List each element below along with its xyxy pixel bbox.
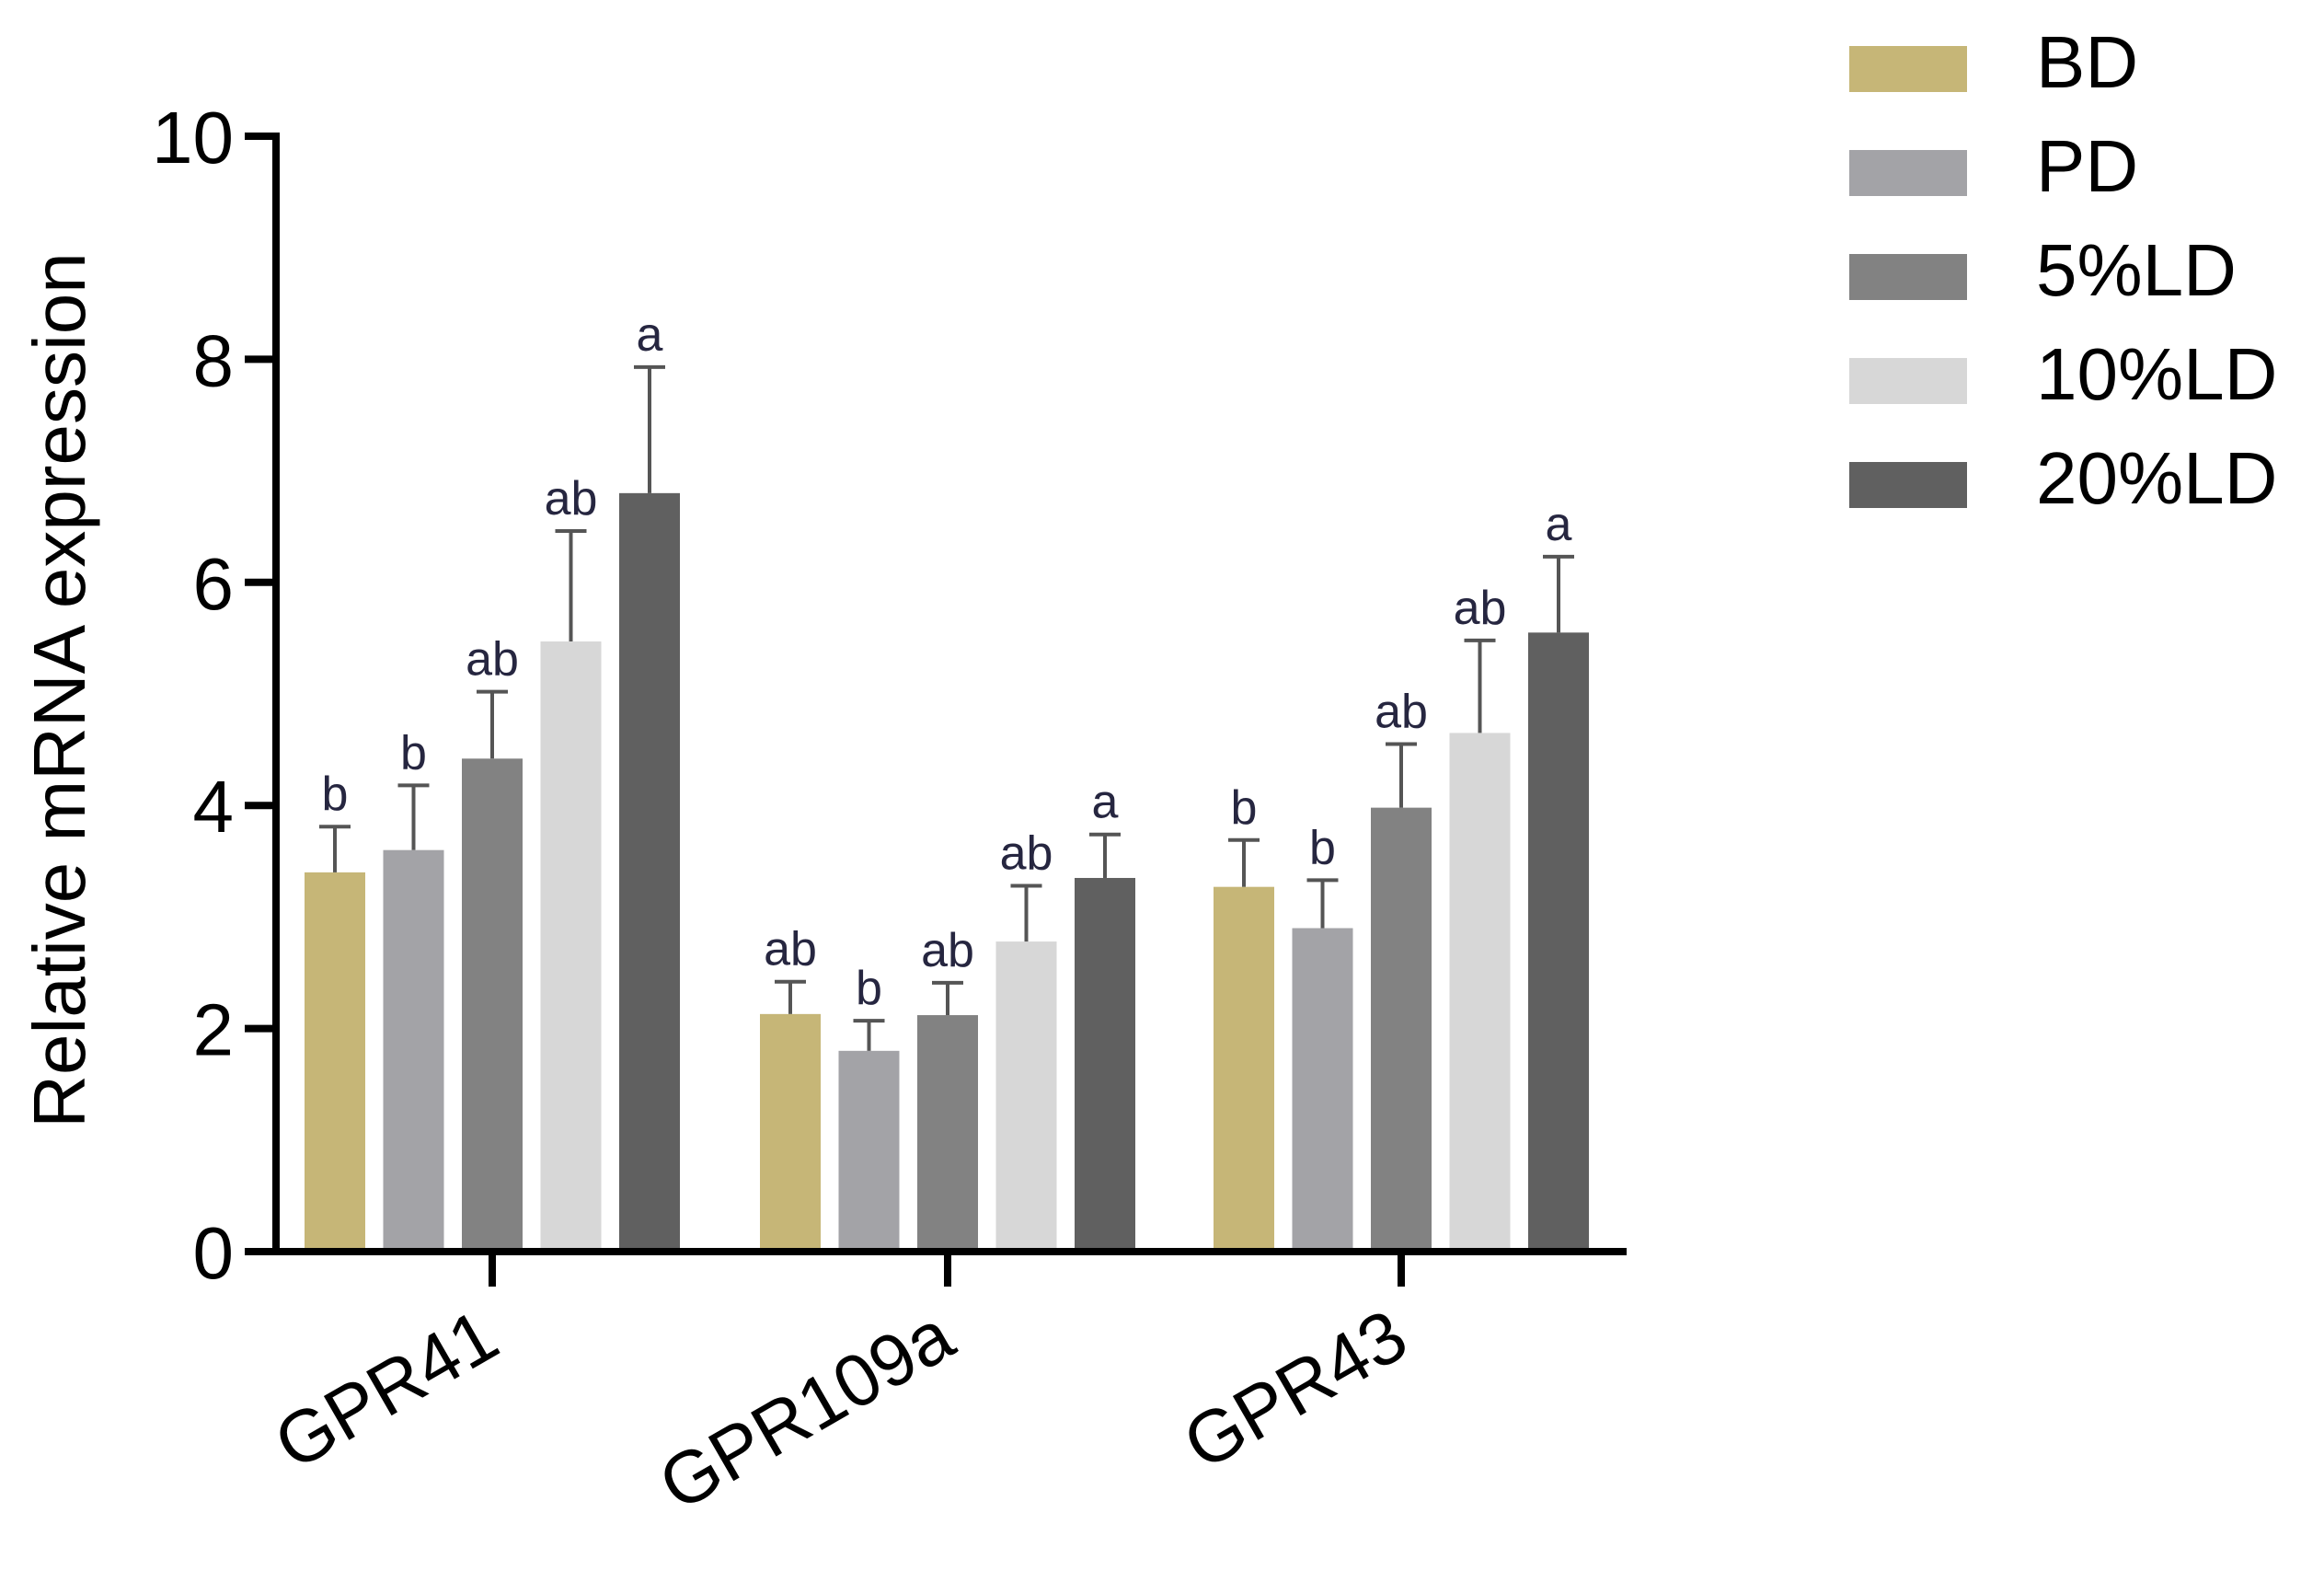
significance-letter: a <box>637 308 663 362</box>
error-bar-10%LD-GPR43 <box>1464 638 1496 733</box>
error-bar-20%LD-GPR41 <box>634 364 665 493</box>
significance-letter: ab <box>1454 582 1507 635</box>
bar-10%LD-GPR109a <box>995 941 1057 1252</box>
y-axis-label: Relative mRNA expression <box>18 252 100 1127</box>
legend-label: 20%LD <box>2036 437 2277 519</box>
y-tick-label: 2 <box>193 989 235 1071</box>
legend-label: 5%LD <box>2036 229 2237 311</box>
error-bar-BD-GPR109a <box>775 979 806 1014</box>
significance-letter: ab <box>466 633 519 687</box>
legend-label: BD <box>2036 21 2138 103</box>
significance-letter: b <box>1231 781 1258 835</box>
legend-swatch <box>1849 358 1967 404</box>
bar-10%LD-GPR43 <box>1449 733 1511 1252</box>
significance-letter: ab <box>764 923 817 976</box>
error-bar-5%LD-GPR41 <box>477 689 508 759</box>
legend-swatch <box>1849 254 1967 300</box>
bar-BD-GPR41 <box>305 872 365 1252</box>
legend-swatch <box>1849 46 1967 92</box>
error-bar-BD-GPR41 <box>319 825 351 872</box>
significance-letter: ab <box>545 472 598 525</box>
legend-label: 10%LD <box>2036 333 2277 415</box>
legend-item-PD: PD <box>1849 125 2138 207</box>
y-tick-label: 8 <box>193 319 235 401</box>
bar-BD-GPR43 <box>1214 886 1274 1252</box>
y-tick-label: 6 <box>193 543 235 625</box>
significance-letter: a <box>1092 776 1119 829</box>
significance-letter: ab <box>1375 686 1428 739</box>
legend-item-10%LD: 10%LD <box>1849 333 2277 415</box>
legend-swatch <box>1849 150 1967 196</box>
error-bar-20%LD-GPR109a <box>1089 832 1121 878</box>
error-bar-PD-GPR43 <box>1306 878 1339 929</box>
significance-letter: a <box>1546 498 1572 551</box>
bars-layer <box>305 492 1589 1252</box>
significance-letter: ab <box>921 924 974 977</box>
legend-swatch <box>1849 462 1967 508</box>
y-tick-label: 4 <box>193 766 235 848</box>
significance-letter: b <box>400 726 427 779</box>
bar-PD-GPR109a <box>838 1050 900 1252</box>
error-bar-PD-GPR41 <box>397 783 430 850</box>
bar-5%LD-GPR109a <box>917 1015 978 1252</box>
error-bar-5%LD-GPR43 <box>1386 742 1417 808</box>
bar-20%LD-GPR41 <box>619 492 680 1252</box>
x-tick-label: GPR41 <box>261 1294 512 1485</box>
error-bar-BD-GPR43 <box>1228 837 1260 887</box>
bar-BD-GPR109a <box>760 1013 821 1252</box>
error-bar-10%LD-GPR109a <box>1010 883 1042 942</box>
y-tick-label: 10 <box>152 97 234 179</box>
significance-letter: ab <box>1000 826 1053 880</box>
bar-5%LD-GPR41 <box>462 758 523 1252</box>
error-bar-5%LD-GPR109a <box>932 980 963 1016</box>
legend: BD PD 5%LD 10%LD 20%LD <box>1849 21 2277 519</box>
error-bars-layer <box>319 364 1574 1051</box>
bar-PD-GPR41 <box>383 849 444 1252</box>
error-bar-20%LD-GPR43 <box>1543 554 1574 633</box>
error-bar-PD-GPR109a <box>853 1019 885 1051</box>
significance-letter: b <box>1309 821 1336 874</box>
y-tick-label: 0 <box>193 1212 235 1294</box>
significance-letter: b <box>856 962 882 1015</box>
legend-item-BD: BD <box>1849 21 2138 103</box>
x-tick-label: GPR109a <box>646 1293 967 1526</box>
error-bar-10%LD-GPR41 <box>555 529 587 642</box>
legend-item-20%LD: 20%LD <box>1849 437 2277 519</box>
bar-10%LD-GPR41 <box>540 641 602 1252</box>
bar-20%LD-GPR109a <box>1075 877 1135 1252</box>
bar-5%LD-GPR43 <box>1371 807 1432 1252</box>
bar-PD-GPR43 <box>1292 928 1353 1252</box>
significance-letter: b <box>322 768 349 821</box>
x-tick-label: GPR43 <box>1170 1294 1421 1485</box>
bar-20%LD-GPR43 <box>1528 632 1589 1252</box>
legend-item-5%LD: 5%LD <box>1849 229 2237 311</box>
legend-label: PD <box>2036 125 2138 207</box>
